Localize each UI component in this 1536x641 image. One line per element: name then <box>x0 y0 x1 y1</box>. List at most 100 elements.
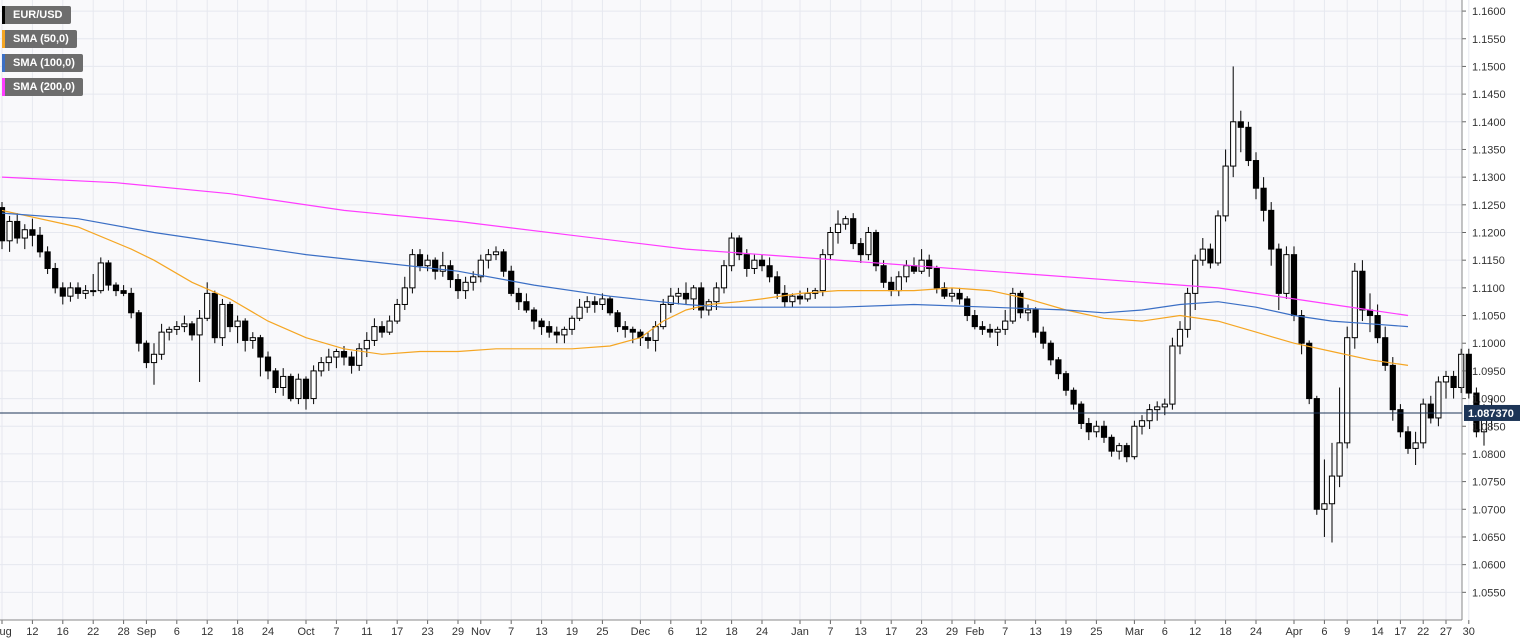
candle-body <box>827 232 834 256</box>
candle-body <box>1442 375 1450 383</box>
candle-body <box>1382 337 1389 366</box>
candle <box>90 274 97 297</box>
candle-body <box>1093 425 1100 433</box>
candle-body <box>1275 248 1282 294</box>
candle-body <box>964 298 971 317</box>
candle-body <box>287 375 294 400</box>
candle-body <box>1207 248 1214 264</box>
candle <box>500 249 507 277</box>
candle <box>295 373 302 405</box>
candle-body <box>667 295 674 305</box>
candle-body <box>29 229 36 236</box>
candle <box>439 251 446 277</box>
candle-body <box>508 270 515 294</box>
legend-item-sma50[interactable]: SMA (50,0) <box>2 30 77 48</box>
candle-body <box>226 303 234 328</box>
x-tick-label: 7 <box>508 626 514 638</box>
candle-body <box>158 331 165 355</box>
legend-item-sma200[interactable]: SMA (200,0) <box>2 78 83 96</box>
x-tick-label: 6 <box>1162 626 1168 638</box>
candle-body <box>52 267 59 289</box>
candle <box>561 326 568 344</box>
candle <box>211 290 218 344</box>
candle <box>1313 395 1320 515</box>
x-tick-label: 19 <box>566 626 578 638</box>
candle <box>454 274 462 299</box>
y-tick-label: 1.1150 <box>1472 255 1505 267</box>
candle <box>1017 290 1024 319</box>
x-tick-label: 6 <box>174 626 180 638</box>
candlestick-series <box>0 66 1495 543</box>
candle-body <box>143 342 150 364</box>
candle-body <box>568 317 576 330</box>
y-tick-label: 1.0650 <box>1472 532 1506 544</box>
candle-body <box>1047 342 1054 361</box>
candle <box>1146 404 1153 430</box>
legend-item-sma100[interactable]: SMA (100,0) <box>2 54 83 72</box>
x-tick-label: Dec <box>631 626 651 638</box>
candle <box>1252 152 1260 200</box>
current-price-marker: 1.087370 <box>0 404 1520 421</box>
candle <box>751 254 758 275</box>
candle-body <box>660 303 667 328</box>
candle <box>29 218 36 247</box>
candle-body <box>614 312 621 328</box>
legend-item-eurusd[interactable]: EUR/USD <box>2 6 71 24</box>
candle <box>257 334 264 377</box>
candle <box>1161 398 1168 416</box>
candle-body <box>1427 403 1434 419</box>
candle-body <box>1222 165 1229 217</box>
legend-label-sma200: SMA (200,0) <box>13 81 75 93</box>
candle <box>310 365 317 405</box>
candle <box>485 249 492 269</box>
candle <box>1465 348 1472 399</box>
candle-body <box>1397 409 1404 433</box>
candle-body <box>865 232 872 256</box>
candle-body <box>120 290 127 294</box>
candle-body <box>599 298 606 305</box>
x-tick-label: 14 <box>1371 626 1383 638</box>
candle-body <box>242 320 249 341</box>
candle <box>272 368 279 394</box>
candle-body <box>173 326 180 330</box>
x-tick-label: 17 <box>1394 626 1406 638</box>
candle <box>333 348 340 369</box>
candle-body <box>1435 381 1442 419</box>
x-tick-label: Sep <box>137 626 157 638</box>
candle-body <box>1199 248 1206 261</box>
y-tick-label: 1.0950 <box>1472 366 1506 378</box>
candle-body <box>781 292 788 303</box>
current-price-tag <box>1464 404 1520 421</box>
candle-body <box>1146 409 1153 422</box>
candle-body <box>1374 315 1381 339</box>
candle <box>1108 434 1115 457</box>
candle-body <box>774 276 781 294</box>
candle-body <box>1116 445 1123 452</box>
candle <box>409 249 416 294</box>
candle <box>1040 326 1047 349</box>
candle-body <box>698 287 705 311</box>
candle <box>819 249 826 297</box>
y-tick-label: 1.0900 <box>1472 394 1506 406</box>
candle-body <box>356 348 363 366</box>
candle <box>1344 326 1351 449</box>
candle <box>1397 404 1404 438</box>
y-tick-label: 1.1200 <box>1472 228 1506 240</box>
candle <box>82 285 89 299</box>
candle-body <box>690 287 697 300</box>
candle-body <box>105 262 112 286</box>
candle-body <box>1214 215 1222 264</box>
candle-body <box>903 265 910 278</box>
candle <box>644 332 652 349</box>
x-tick-label: 6 <box>1321 626 1327 638</box>
x-tick-label: 9 <box>1344 626 1350 638</box>
candle <box>302 376 310 410</box>
candle <box>219 298 226 346</box>
candle-body <box>576 306 583 319</box>
candle-body <box>1131 425 1138 458</box>
x-tick-label: 29 <box>946 626 958 638</box>
legend-swatch-sma50 <box>2 30 5 48</box>
candle <box>553 326 560 344</box>
